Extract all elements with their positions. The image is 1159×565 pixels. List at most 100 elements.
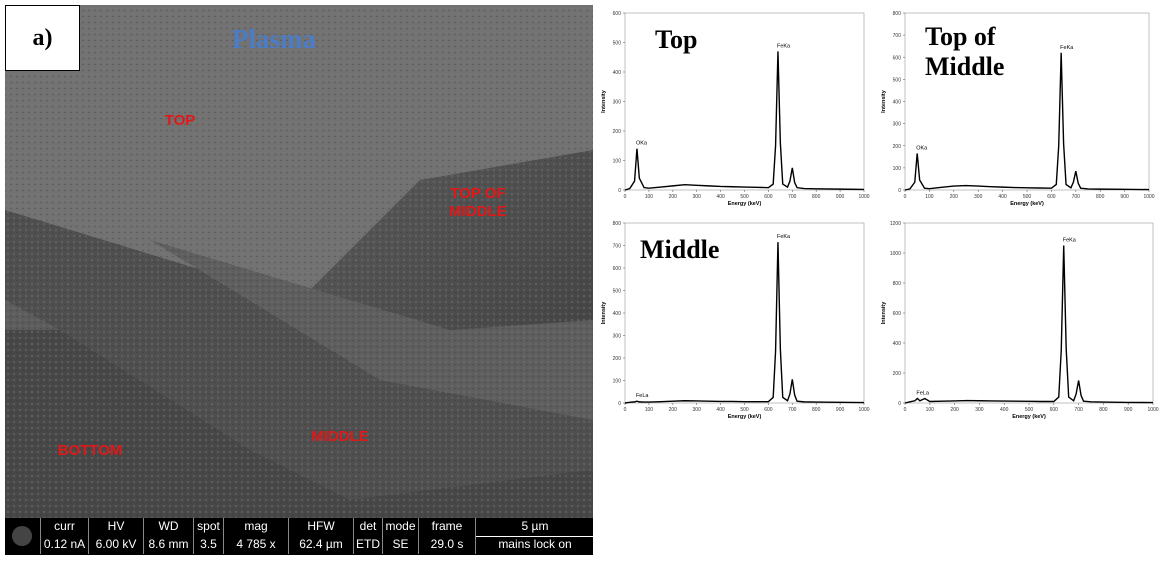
y-tick-label: 200	[613, 356, 622, 362]
spectrum-line	[625, 242, 864, 403]
x-tick-label: 700	[1074, 407, 1083, 413]
x-tick-label: 100	[645, 194, 654, 200]
y-tick-label: 100	[613, 159, 622, 165]
x-tick-label: 400	[716, 194, 725, 200]
y-tick-label: 600	[893, 311, 902, 317]
y-tick-label: 300	[613, 334, 622, 340]
y-tick-label: 800	[893, 281, 902, 287]
spectrum-line	[625, 51, 864, 190]
status-header: HFW	[288, 518, 353, 536]
x-axis-label: Energy (keV)	[1012, 414, 1046, 420]
x-tick-label: 1000	[858, 194, 869, 200]
status-value: ETD	[353, 536, 382, 554]
peak-label: FeKa	[777, 234, 791, 240]
peak-label: FeKa	[1063, 238, 1077, 244]
x-tick-label: 100	[925, 194, 934, 200]
y-tick-label: 200	[613, 129, 622, 135]
x-tick-label: 900	[1120, 194, 1129, 200]
y-tick-label: 300	[893, 122, 902, 128]
y-tick-label: 400	[893, 100, 902, 106]
x-tick-label: 800	[1099, 407, 1108, 413]
status-value: 8.6 mm	[143, 536, 193, 554]
status-value: 0.12 nA	[40, 536, 88, 554]
y-tick-label: 500	[613, 289, 622, 295]
x-tick-label: 400	[998, 194, 1007, 200]
y-tick-label: 1000	[890, 251, 901, 257]
status-header: WD	[143, 518, 193, 536]
y-axis-label: Intensity	[881, 301, 887, 325]
x-tick-label: 600	[764, 407, 773, 413]
x-axis-label: Energy (keV)	[728, 414, 762, 420]
y-tick-label: 0	[618, 401, 621, 407]
peak-label: FeLa	[916, 391, 929, 397]
status-header: 5 µm	[475, 518, 594, 537]
x-tick-label: 100	[645, 407, 654, 413]
status-value: 4 785 x	[223, 536, 288, 554]
status-header: curr	[40, 518, 88, 536]
y-tick-label: 100	[893, 166, 902, 172]
y-tick-label: 800	[613, 221, 622, 227]
figure-canvas: 0 100 200 300 400 500 600 0 100 200 300 400 500 600 70…	[0, 0, 1159, 565]
status-header: mag	[223, 518, 288, 536]
sem-title: Plasma	[232, 24, 316, 55]
x-tick-label: 400	[1000, 407, 1009, 413]
x-tick-label: 1000	[1147, 407, 1158, 413]
y-tick-label: 400	[613, 311, 622, 317]
y-tick-label: 0	[898, 188, 901, 194]
x-tick-label: 300	[975, 407, 984, 413]
x-tick-label: 0	[624, 407, 627, 413]
y-tick-label: 200	[893, 371, 902, 377]
x-tick-label: 900	[836, 194, 845, 200]
x-tick-label: 900	[836, 407, 845, 413]
x-tick-label: 200	[669, 194, 678, 200]
x-tick-label: 0	[904, 194, 907, 200]
y-tick-label: 400	[893, 341, 902, 347]
x-tick-label: 300	[974, 194, 983, 200]
y-tick-label: 100	[613, 379, 622, 385]
x-tick-label: 800	[812, 407, 821, 413]
peak-label: FeKa	[777, 43, 791, 49]
x-tick-label: 700	[788, 407, 797, 413]
y-axis-label: Intensity	[881, 89, 887, 113]
status-header: mode	[382, 518, 418, 536]
status-value: mains lock on	[475, 536, 594, 554]
y-tick-label: 800	[893, 11, 902, 17]
x-tick-label: 500	[1023, 194, 1032, 200]
region-label: BOTTOM	[40, 442, 140, 460]
y-tick-label: 700	[893, 33, 902, 39]
region-label: TOP OF MIDDLE	[428, 185, 528, 221]
status-header: det	[353, 518, 382, 536]
x-tick-label: 1000	[858, 407, 869, 413]
x-tick-label: 1000	[1143, 194, 1154, 200]
x-tick-label: 100	[926, 407, 935, 413]
y-tick-label: 300	[613, 100, 622, 106]
x-tick-label: 800	[1096, 194, 1105, 200]
status-value: SE	[382, 536, 418, 554]
region-label: MIDDLE	[290, 428, 390, 446]
status-value: 29.0 s	[418, 536, 475, 554]
x-tick-label: 600	[764, 194, 773, 200]
figure: 0 100 200 300 400 500 600 0 100 200 300 400 500 600 70…	[0, 0, 1159, 565]
x-axis-label: Energy (keV)	[728, 201, 762, 207]
y-tick-label: 0	[618, 188, 621, 194]
x-tick-label: 700	[788, 194, 797, 200]
y-tick-label: 600	[613, 266, 622, 272]
y-tick-label: 0	[898, 401, 901, 407]
x-tick-label: 0	[624, 194, 627, 200]
status-value: 62.4 µm	[288, 536, 353, 554]
x-tick-label: 600	[1047, 194, 1056, 200]
y-tick-label: 1200	[890, 221, 901, 227]
peak-label: FeKa	[1060, 45, 1074, 51]
y-tick-label: 600	[893, 55, 902, 61]
x-tick-label: 500	[1025, 407, 1034, 413]
y-axis-label: Intensity	[601, 301, 607, 325]
plot-frame	[905, 223, 1153, 403]
y-tick-label: 500	[613, 41, 622, 47]
y-axis-label: Intensity	[601, 89, 607, 113]
x-tick-label: 0	[904, 407, 907, 413]
peak-label: OKa	[916, 145, 928, 151]
x-axis-label: Energy (keV)	[1010, 201, 1044, 207]
x-tick-label: 900	[1124, 407, 1133, 413]
status-value: 6.00 kV	[88, 536, 143, 554]
x-tick-label: 600	[1050, 407, 1059, 413]
